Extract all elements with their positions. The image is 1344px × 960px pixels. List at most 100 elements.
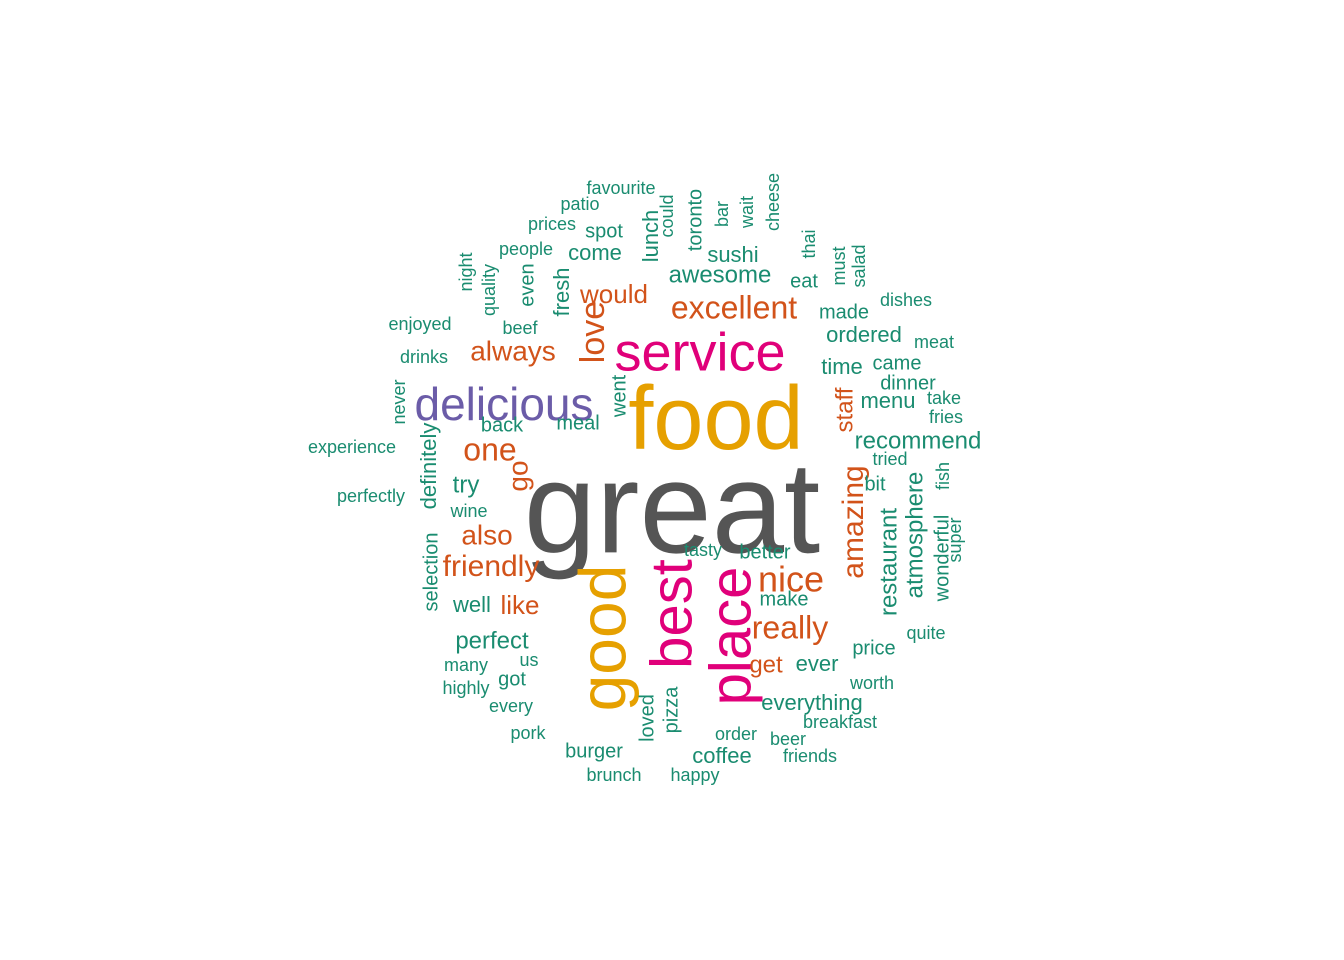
word-quality: quality — [479, 264, 499, 316]
word-staff: staff — [831, 387, 858, 432]
word-many: many — [444, 655, 488, 675]
word-always: always — [470, 335, 556, 366]
word-ordered: ordered — [826, 322, 902, 347]
word-wonderful: wonderful — [931, 515, 953, 603]
word-would: would — [579, 279, 648, 309]
word-quite: quite — [906, 623, 945, 643]
word-even: even — [516, 263, 538, 306]
word-well: well — [452, 592, 491, 617]
word-patio: patio — [560, 194, 599, 214]
word-friends: friends — [783, 746, 837, 766]
word-nice: nice — [758, 559, 824, 600]
word-good: good — [565, 565, 639, 712]
word-perfectly: perfectly — [337, 486, 405, 506]
word-restaurant: restaurant — [875, 508, 902, 616]
word-delicious: delicious — [415, 378, 594, 430]
word-pork: pork — [510, 723, 546, 743]
word-bar: bar — [712, 201, 732, 227]
word-dinner: dinner — [880, 372, 936, 394]
word-sushi: sushi — [707, 242, 758, 267]
word-tried: tried — [872, 449, 907, 469]
word-amazing: amazing — [837, 465, 870, 578]
word-beef: beef — [502, 318, 538, 338]
word-atmosphere: atmosphere — [901, 472, 928, 599]
word-wait: wait — [737, 196, 757, 229]
word-go: go — [502, 460, 533, 491]
word-get: get — [749, 651, 783, 678]
word-fries: fries — [929, 407, 963, 427]
word-ever: ever — [796, 651, 839, 676]
word-night: night — [456, 252, 476, 291]
word-food: food — [628, 369, 803, 469]
word-salad: salad — [849, 244, 869, 287]
word-fresh: fresh — [549, 268, 574, 317]
word-really: really — [752, 609, 828, 645]
word-fish: fish — [933, 462, 953, 490]
word-burger: burger — [565, 740, 623, 762]
word-never: never — [389, 379, 409, 424]
word-drinks: drinks — [400, 347, 448, 367]
word-every: every — [489, 696, 533, 716]
word-made: made — [819, 301, 869, 323]
word-lunch: lunch — [638, 210, 663, 263]
word-back: back — [481, 414, 524, 436]
word-dishes: dishes — [880, 290, 932, 310]
word-us: us — [519, 650, 538, 670]
word-went: went — [608, 374, 630, 418]
word-meal: meal — [556, 412, 599, 434]
word-spot: spot — [585, 220, 623, 242]
word-definitely: definitely — [416, 423, 441, 510]
word-could: could — [657, 194, 677, 237]
word-come: come — [568, 240, 622, 265]
word-awesome: awesome — [669, 261, 772, 288]
word-service: service — [614, 322, 785, 382]
word-happy: happy — [670, 765, 719, 785]
word-menu: menu — [860, 388, 915, 413]
word-super: super — [945, 517, 965, 562]
word-beer: beer — [770, 729, 806, 749]
word-toronto: toronto — [684, 189, 706, 251]
word-people: people — [499, 239, 553, 259]
word-best: best — [639, 559, 704, 669]
word-enjoyed: enjoyed — [388, 314, 451, 334]
word-experience: experience — [308, 437, 396, 457]
word-like: like — [500, 590, 539, 620]
word-eat: eat — [790, 270, 818, 292]
word-better: better — [739, 541, 790, 563]
word-try: try — [453, 471, 480, 498]
word-cheese: cheese — [763, 173, 783, 231]
word-make: make — [760, 588, 809, 610]
word-time: time — [821, 354, 863, 379]
word-wine: wine — [449, 501, 487, 521]
word-also: also — [461, 519, 512, 550]
word-got: got — [498, 668, 526, 690]
word-tasty: tasty — [684, 540, 722, 560]
word-friendly: friendly — [443, 550, 540, 583]
word-coffee: coffee — [692, 743, 752, 768]
word-thai: thai — [799, 229, 819, 258]
word-favourite: favourite — [586, 178, 655, 198]
word-take: take — [927, 388, 961, 408]
word-perfect: perfect — [455, 627, 529, 654]
word-came: came — [873, 352, 922, 374]
word-everything: everything — [761, 690, 863, 715]
word-one: one — [463, 431, 516, 467]
word-meat: meat — [914, 332, 954, 352]
word-bit: bit — [864, 473, 886, 495]
word-price: price — [852, 637, 895, 659]
word-place: place — [698, 567, 763, 706]
word-selection: selection — [420, 533, 442, 612]
word-loved: loved — [636, 694, 658, 742]
word-worth: worth — [849, 673, 894, 693]
word-pizza: pizza — [660, 686, 682, 734]
word-breakfast: breakfast — [803, 712, 877, 732]
word-excellent: excellent — [671, 289, 797, 325]
word-brunch: brunch — [586, 765, 641, 785]
word-love: love — [574, 301, 612, 363]
word-recommend: recommend — [855, 427, 982, 454]
word-prices: prices — [528, 214, 576, 234]
word-must: must — [829, 246, 849, 285]
word-highly: highly — [442, 678, 489, 698]
word-great: great — [524, 434, 820, 580]
